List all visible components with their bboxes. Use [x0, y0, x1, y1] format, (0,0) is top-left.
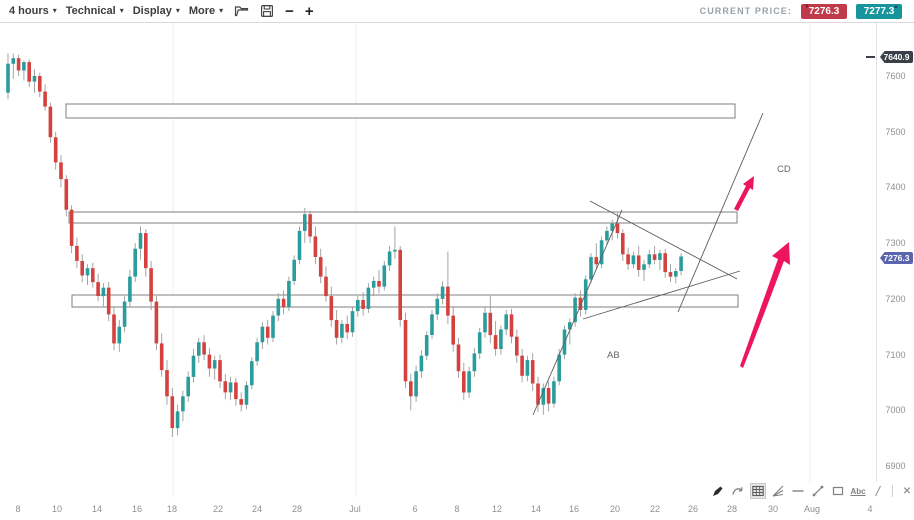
pen-tool-icon[interactable] [710, 483, 726, 499]
chevron-down-icon: ▾ [52, 5, 57, 15]
date-tick: 26 [687, 504, 698, 514]
trendline [677, 112, 764, 313]
last-price-badge: 7276.3 [880, 252, 913, 264]
date-tick: 6 [412, 504, 418, 514]
price-tick: 7100 [885, 350, 906, 360]
close-icon[interactable]: ✕ [899, 483, 914, 499]
drawing-toolbar: Abc ✕ [710, 482, 914, 500]
date-tick: 18 [166, 504, 177, 514]
trendline [582, 270, 741, 320]
timeframe-label: 4 hours [9, 5, 49, 17]
trendlines [532, 112, 764, 416]
date-tick: 4 [867, 504, 873, 514]
date-axis[interactable]: 8 10 14 16 18 22 24 28 Jul 6 8 12 14 16 20 22 26 28 30 Aug 4 [0, 497, 914, 520]
zone-rect [68, 211, 738, 224]
bid-value: 7276.3 [808, 5, 840, 17]
price-tick: 7400 [885, 182, 906, 192]
zone-rect [65, 103, 736, 119]
grid-tool-icon[interactable] [750, 483, 766, 499]
chevron-down-icon: ▾ [175, 5, 180, 15]
date-tick: 16 [131, 504, 142, 514]
slash-tool-icon[interactable] [870, 483, 886, 499]
ask-value: 7277.3 [863, 5, 895, 17]
menu-technical[interactable]: Technical ▾ [66, 5, 124, 17]
menu-more[interactable]: More ▾ [189, 5, 223, 17]
date-tick: 10 [51, 504, 62, 514]
date-tick: 22 [649, 504, 660, 514]
ask-price-button[interactable]: ▲ 7277.3 [856, 3, 902, 19]
close-glyph: ✕ [902, 485, 912, 497]
horizontal-line-tool-icon[interactable] [790, 483, 806, 499]
timeframe-menu[interactable]: 4 hours ▾ [9, 5, 57, 17]
chart-canvas[interactable]: CD AB [0, 23, 877, 497]
date-tick: Jul [349, 504, 361, 514]
high-price-badge: 7640.9 [880, 51, 913, 63]
date-tick: 22 [212, 504, 223, 514]
date-tick: 20 [609, 504, 620, 514]
text-tool-icon[interactable]: Abc [850, 483, 866, 499]
date-tick: 14 [91, 504, 102, 514]
chevron-down-icon: ▾ [219, 5, 224, 15]
annotation-label-AB: AB [607, 350, 620, 361]
menu-more-label: More [188, 5, 216, 17]
toolbar-separator [892, 485, 893, 497]
bid-price-button[interactable]: ▼ 7276.3 [801, 3, 847, 19]
date-tick: 8 [454, 504, 460, 514]
date-tick: 30 [767, 504, 778, 514]
date-tick: Aug [803, 504, 820, 514]
large-pink-arrow[interactable] [740, 242, 790, 368]
small-pink-arrow[interactable] [734, 176, 754, 211]
toolbar: 4 hours ▾ Technical ▾ Display ▾ More ▾ −… [0, 0, 914, 23]
date-tick: 12 [491, 504, 502, 514]
trendline [532, 209, 623, 416]
menu-technical-label: Technical [65, 5, 116, 17]
date-tick: 28 [291, 504, 302, 514]
annotation-label-CD: CD [777, 164, 791, 175]
curved-arrow-tool-icon[interactable] [730, 483, 746, 499]
zone-rect [71, 294, 739, 308]
menu-display[interactable]: Display ▾ [133, 5, 180, 17]
price-tick: 7300 [885, 238, 906, 248]
price-tick: 7000 [885, 405, 906, 415]
date-tick: 28 [726, 504, 737, 514]
text-tool-label: Abc [850, 486, 866, 496]
price-tick: 7500 [885, 127, 906, 137]
chevron-down-icon: ▾ [119, 5, 124, 15]
menu-display-label: Display [132, 5, 172, 17]
price-axis[interactable]: 7640.9 7276.3 7600 7500 7400 7300 7200 7100 70… [877, 23, 914, 497]
current-price-label: CURRENT PRICE: [699, 6, 792, 16]
price-tick: 7600 [885, 71, 906, 81]
date-tick: 8 [15, 504, 21, 514]
date-tick: 14 [530, 504, 541, 514]
zone-rectangles [65, 103, 739, 308]
zoom-out-button[interactable]: − [285, 2, 294, 20]
trendline-tool-icon[interactable] [810, 483, 826, 499]
fan-lines-tool-icon[interactable] [770, 483, 786, 499]
trendline [589, 200, 738, 280]
tick-down-icon: ▼ [804, 3, 810, 10]
date-tick: 24 [251, 504, 262, 514]
rectangle-tool-icon[interactable] [830, 483, 846, 499]
tick-up-icon: ▲ [893, 3, 899, 10]
zoom-in-button[interactable]: + [304, 2, 314, 20]
high-marker-dash [866, 56, 875, 58]
date-tick: 16 [568, 504, 579, 514]
candles [6, 53, 683, 437]
price-tick: 7200 [885, 294, 906, 304]
save-icon[interactable] [260, 4, 274, 18]
open-folder-icon[interactable] [234, 4, 249, 18]
chart-area[interactable]: CD AB [0, 23, 877, 497]
price-tick: 6900 [885, 461, 906, 471]
